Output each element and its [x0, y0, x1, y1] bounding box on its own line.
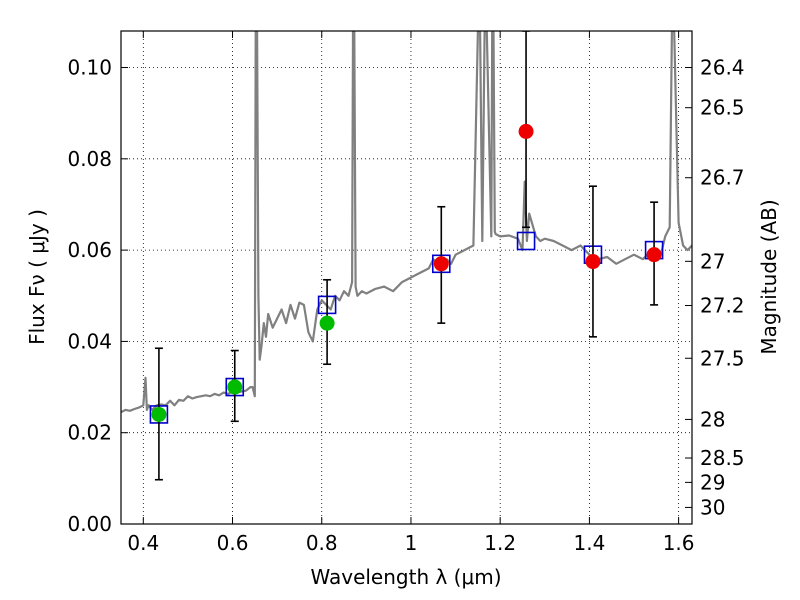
y-tick-label: 0.00 — [67, 512, 112, 536]
axis-ticks — [121, 31, 692, 525]
x-tick-label: 1 — [405, 531, 418, 555]
y-tick-label: 0.08 — [67, 147, 112, 171]
x-axis-label: Wavelength λ (μm) — [310, 565, 501, 589]
plot-area — [121, 31, 692, 481]
magnitude-tick-label: 27 — [700, 249, 725, 273]
magnitude-tick-label: 27.2 — [700, 294, 745, 318]
magnitude-axis-label: Magnitude (AB) — [757, 199, 781, 354]
magnitude-tick-label: 28.5 — [700, 446, 745, 470]
plot-frame — [120, 30, 693, 525]
x-tick-label: 0.8 — [306, 531, 338, 555]
y-tick-label: 0.04 — [67, 329, 112, 353]
model-square-marker — [516, 231, 536, 251]
spectrum-line — [121, 31, 692, 414]
y-tick-label: 0.02 — [67, 421, 112, 445]
nir-data-point — [518, 123, 534, 139]
nir-data-point — [433, 256, 449, 272]
optical-data-point — [319, 315, 335, 331]
nir-data-point — [646, 247, 662, 263]
magnitude-tick-label: 29 — [700, 470, 725, 494]
y-axis-label: Flux Fν ( μJy ) — [25, 209, 49, 345]
magnitude-tick-label: 26.4 — [700, 56, 745, 80]
magnitude-tick-label: 28 — [700, 407, 725, 431]
magnitude-tick-label: 27.5 — [700, 346, 745, 370]
x-tick-label: 1.4 — [573, 531, 605, 555]
x-tick-label: 1.2 — [484, 531, 516, 555]
optical-data-point — [151, 406, 167, 422]
x-tick-label: 1.6 — [663, 531, 695, 555]
magnitude-tick-label: 26.5 — [700, 96, 745, 120]
nir-data-point — [585, 254, 601, 270]
magnitude-tick-label: 26.7 — [700, 166, 745, 190]
axis-tick-labels: 0.4 0.6 0.8 1 1.2 1.4 1.6 0.00 0.02 0.04 0.06 0.08 0… — [67, 56, 744, 555]
optical-data-point — [227, 379, 243, 395]
magnitude-tick-label: 30 — [700, 495, 725, 519]
y-tick-label: 0.10 — [67, 56, 112, 80]
x-tick-label: 0.4 — [127, 531, 159, 555]
x-tick-label: 0.6 — [217, 531, 249, 555]
y-tick-label: 0.06 — [67, 238, 112, 262]
